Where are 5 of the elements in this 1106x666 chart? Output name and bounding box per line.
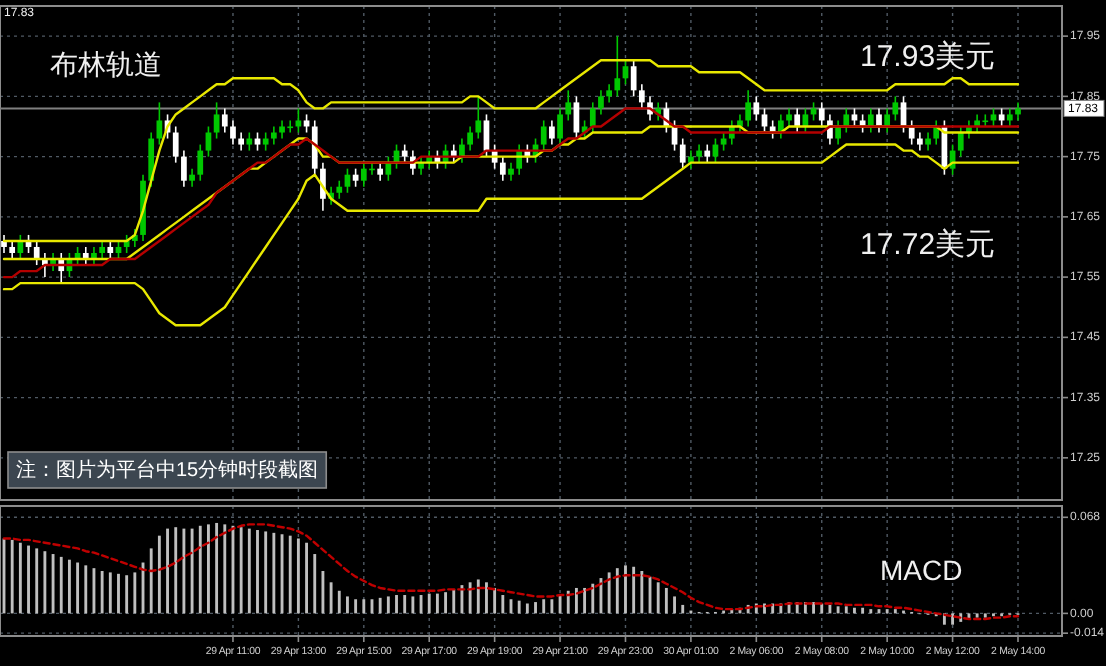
annotation: 注：图片为平台中15分钟时段截图: [16, 458, 319, 482]
annotation: MACD: [880, 554, 963, 586]
annotation: 17.72美元: [860, 228, 996, 262]
annotation: 布林轨道: [50, 48, 162, 80]
annotation: 17.93美元: [860, 40, 996, 74]
